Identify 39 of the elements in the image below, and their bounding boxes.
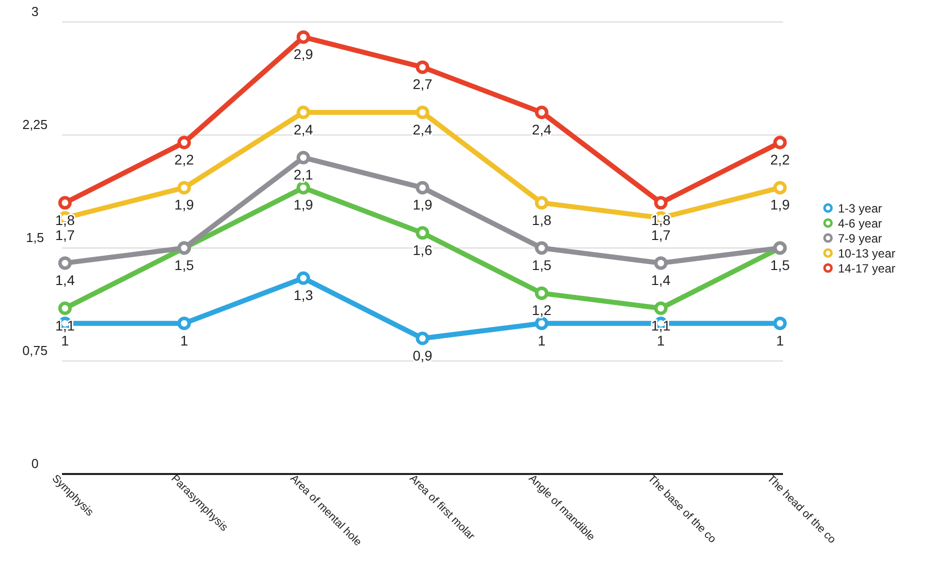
data-label: 1,9: [174, 196, 194, 213]
data-label: 1,6: [412, 242, 432, 258]
data-label: 1: [776, 332, 784, 348]
y-tick-label: 0: [31, 456, 39, 471]
data-label: 1: [61, 332, 70, 348]
legend-label: 10-13 year: [838, 246, 896, 260]
data-label: 1,2: [532, 302, 552, 318]
data-label: 2,4: [412, 121, 432, 138]
y-tick-label: 2,25: [22, 117, 48, 132]
data-label: 1,7: [651, 226, 671, 243]
data-label: 1,5: [770, 257, 790, 273]
data-label: 1,9: [412, 196, 432, 213]
legend-label: 1-3 year: [838, 202, 882, 216]
legend-label: 4-6 year: [838, 216, 882, 230]
data-label: 1,4: [651, 272, 671, 288]
data-label: 1,5: [532, 257, 552, 273]
legend-label: 7-9 year: [838, 232, 882, 246]
data-label: 2,2: [174, 152, 194, 168]
data-label: 1,7: [55, 226, 75, 243]
data-label: 2,4: [294, 121, 314, 138]
data-label: 1,5: [174, 257, 194, 273]
data-label: 2,2: [770, 152, 790, 168]
y-tick-label: 0,75: [22, 343, 48, 358]
data-label: 1: [538, 332, 546, 348]
data-label: 1: [180, 332, 188, 348]
data-label: 1,3: [294, 287, 314, 304]
data-label: 2,1: [294, 166, 314, 183]
data-label: 2,4: [532, 121, 552, 138]
data-label: 1,9: [294, 196, 314, 213]
data-label: 0,9: [412, 347, 432, 364]
data-label: 1,8: [532, 212, 552, 228]
data-label: 2,7: [412, 76, 432, 92]
data-label: 2,9: [294, 46, 314, 62]
y-tick-label: 3: [31, 4, 39, 19]
data-label: 1,4: [55, 272, 75, 288]
data-label: 1: [656, 332, 665, 348]
data-label: 1,9: [770, 196, 790, 213]
y-tick-label: 1,5: [26, 230, 44, 245]
legend-label: 14-17 year: [838, 262, 896, 276]
